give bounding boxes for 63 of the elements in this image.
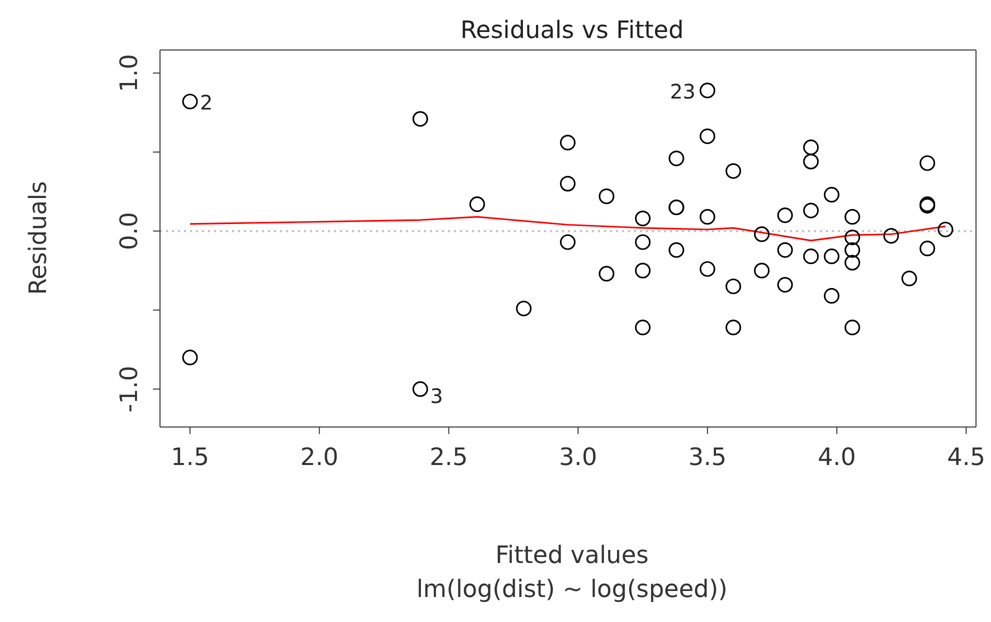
y-axis-title: Residuals <box>24 181 52 295</box>
point <box>668 242 684 258</box>
point <box>844 230 860 246</box>
point <box>634 210 651 226</box>
point <box>726 163 742 179</box>
point <box>634 262 651 278</box>
x-tick-label: 3.0 <box>559 443 598 472</box>
point <box>844 209 860 225</box>
point <box>824 248 840 264</box>
annotation: 3 <box>430 384 444 408</box>
point <box>754 226 770 242</box>
point <box>412 381 428 397</box>
x-tick-label: 4.0 <box>818 443 856 472</box>
point <box>901 270 918 286</box>
point <box>469 196 485 212</box>
y-tick-label: -1.0 <box>115 366 143 412</box>
point <box>700 209 716 225</box>
point <box>634 234 651 250</box>
x-tick-label: 2.0 <box>300 443 338 472</box>
point <box>938 222 954 238</box>
point <box>803 154 819 170</box>
point <box>844 254 860 270</box>
annotation: 2 <box>200 90 213 115</box>
point <box>803 140 819 156</box>
point <box>560 176 576 192</box>
point <box>634 320 651 336</box>
point <box>883 228 899 244</box>
point <box>700 261 716 277</box>
x-tick-label: 2.5 <box>430 443 468 472</box>
point <box>777 207 793 224</box>
x-tick-label: 4.5 <box>947 443 986 472</box>
point <box>844 242 860 258</box>
point <box>920 240 936 256</box>
point <box>824 288 840 304</box>
point <box>777 276 793 293</box>
point <box>412 111 428 127</box>
point <box>560 234 576 250</box>
annotation: 23 <box>670 79 696 104</box>
point <box>516 300 532 316</box>
point <box>726 278 742 294</box>
x-tick-label: 1.5 <box>170 443 210 472</box>
point <box>668 150 684 166</box>
point <box>598 188 614 204</box>
point <box>700 82 716 98</box>
point <box>700 128 716 144</box>
x-axis-title: Fitted values <box>494 540 650 571</box>
point <box>844 320 860 336</box>
point <box>598 266 614 282</box>
y-tick-label: 1.0 <box>115 54 143 92</box>
point <box>754 262 770 278</box>
point <box>182 94 198 110</box>
point <box>726 320 742 336</box>
x-tick-label: 3.5 <box>688 443 727 472</box>
point <box>560 134 576 150</box>
chart-title: Residuals vs Fitted <box>459 16 685 44</box>
point <box>920 155 936 171</box>
y-tick-label: 0.0 <box>115 212 143 250</box>
point <box>182 350 198 366</box>
text: lm(log(dist) ~ log(speed)) <box>415 574 729 605</box>
point <box>777 242 793 258</box>
point <box>803 248 819 264</box>
point <box>803 202 819 218</box>
point <box>824 186 840 203</box>
